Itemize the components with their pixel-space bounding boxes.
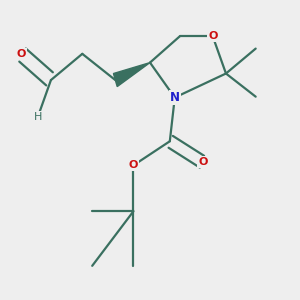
Text: N: N <box>170 91 180 104</box>
Text: O: O <box>198 157 208 167</box>
Text: O: O <box>208 32 218 41</box>
Text: O: O <box>129 160 138 170</box>
Text: O: O <box>16 49 26 59</box>
Polygon shape <box>113 63 150 87</box>
Text: H: H <box>34 112 42 122</box>
